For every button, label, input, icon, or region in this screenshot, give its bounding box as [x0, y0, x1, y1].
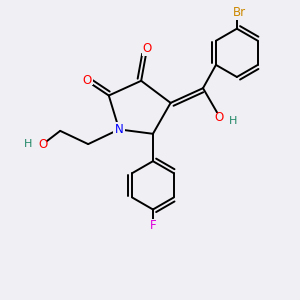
FancyBboxPatch shape: [141, 44, 153, 53]
FancyBboxPatch shape: [26, 141, 47, 150]
Text: Br: Br: [233, 6, 246, 19]
FancyBboxPatch shape: [213, 113, 229, 122]
FancyBboxPatch shape: [148, 221, 158, 230]
FancyBboxPatch shape: [113, 125, 125, 134]
Text: H: H: [24, 139, 32, 149]
Text: O: O: [142, 42, 152, 55]
FancyBboxPatch shape: [81, 76, 93, 85]
Text: O: O: [214, 111, 224, 124]
Text: H: H: [229, 116, 238, 126]
Text: O: O: [82, 74, 91, 87]
Text: F: F: [150, 219, 156, 232]
Text: N: N: [115, 123, 124, 136]
Text: O: O: [38, 138, 47, 151]
FancyBboxPatch shape: [232, 8, 251, 17]
